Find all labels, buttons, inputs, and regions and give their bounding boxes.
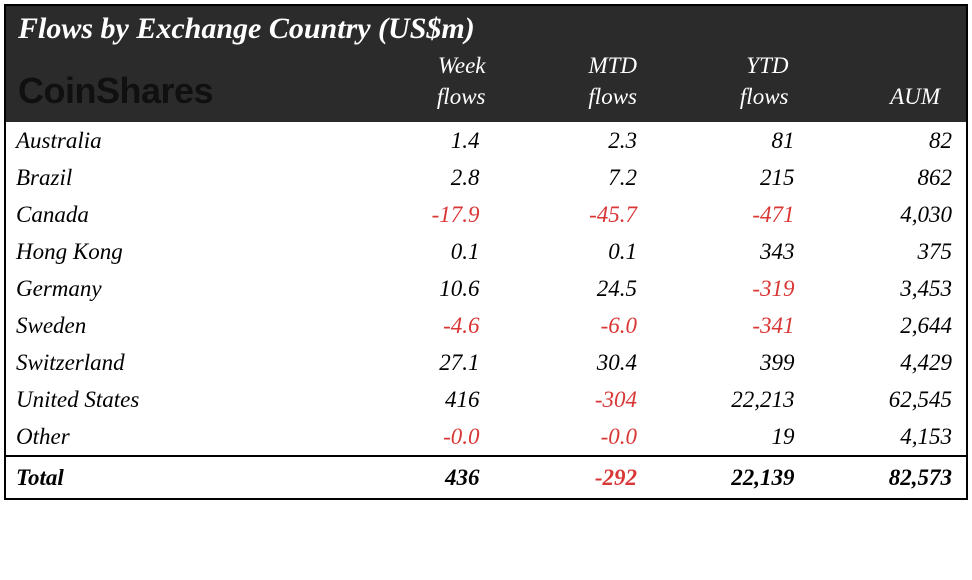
row-label: Switzerland <box>6 351 336 374</box>
table-header: Flows by Exchange Country (US$m) CoinSha… <box>6 6 966 122</box>
cell: -0.0 <box>494 425 652 448</box>
table-row: Switzerland27.130.43994,429 <box>6 344 966 381</box>
cell: 2.8 <box>336 166 494 189</box>
cell: 10.6 <box>336 277 494 300</box>
col-head-aum: AUM <box>803 50 955 112</box>
table-row: Germany10.624.5-3193,453 <box>6 270 966 307</box>
cell: 1.4 <box>336 129 494 152</box>
cell: 2,644 <box>809 314 967 337</box>
column-headers: Week flows MTD flows YTD flows AUM <box>348 50 954 112</box>
cell: -304 <box>494 388 652 411</box>
cell: 27.1 <box>336 351 494 374</box>
cell: 82,573 <box>809 466 967 489</box>
table-row: Australia1.42.38182 <box>6 122 966 159</box>
cell: 0.1 <box>336 240 494 263</box>
cell: -17.9 <box>336 203 494 226</box>
row-label: Sweden <box>6 314 336 337</box>
cell: -471 <box>651 203 809 226</box>
col-head-line1: MTD <box>588 53 637 78</box>
row-label: Germany <box>6 277 336 300</box>
table-row: Canada-17.9-45.7-4714,030 <box>6 196 966 233</box>
cell: 375 <box>809 240 967 263</box>
cell: 81 <box>651 129 809 152</box>
col-head-line1: YTD <box>746 53 788 78</box>
cell: 862 <box>809 166 967 189</box>
cell: 4,153 <box>809 425 967 448</box>
table-title: Flows by Exchange Country (US$m) <box>18 12 954 46</box>
cell: 343 <box>651 240 809 263</box>
table-row: Sweden-4.6-6.0-3412,644 <box>6 307 966 344</box>
header-row: CoinShares Week flows MTD flows YTD flow… <box>18 50 954 112</box>
row-label: Total <box>6 466 336 489</box>
row-label: Hong Kong <box>6 240 336 263</box>
cell: 19 <box>651 425 809 448</box>
cell: -292 <box>494 466 652 489</box>
cell: -6.0 <box>494 314 652 337</box>
cell: 436 <box>336 466 494 489</box>
row-label: Australia <box>6 129 336 152</box>
cell: 215 <box>651 166 809 189</box>
cell: 24.5 <box>494 277 652 300</box>
col-head-mtd: MTD flows <box>500 50 652 112</box>
col-head-week: Week flows <box>348 50 500 112</box>
row-label: Canada <box>6 203 336 226</box>
cell: 22,213 <box>651 388 809 411</box>
col-head-ytd: YTD flows <box>651 50 803 112</box>
cell: 30.4 <box>494 351 652 374</box>
cell: 0.1 <box>494 240 652 263</box>
cell: 399 <box>651 351 809 374</box>
col-head-line1: Week <box>438 53 486 78</box>
cell: 4,030 <box>809 203 967 226</box>
col-head-line2: flows <box>437 84 486 109</box>
cell: -45.7 <box>494 203 652 226</box>
table-row: Brazil2.87.2215862 <box>6 159 966 196</box>
cell: 22,139 <box>651 466 809 489</box>
total-row: Total436-29222,13982,573 <box>6 455 966 498</box>
table-body: Australia1.42.38182Brazil2.87.2215862Can… <box>6 122 966 498</box>
cell: -319 <box>651 277 809 300</box>
col-head-line2: AUM <box>890 84 940 109</box>
cell: 82 <box>809 129 967 152</box>
table-row: Other-0.0-0.0194,153 <box>6 418 966 455</box>
cell: 416 <box>336 388 494 411</box>
row-label: Brazil <box>6 166 336 189</box>
cell: 3,453 <box>809 277 967 300</box>
cell: 62,545 <box>809 388 967 411</box>
cell: 2.3 <box>494 129 652 152</box>
row-label: United States <box>6 388 336 411</box>
table-row: Hong Kong0.10.1343375 <box>6 233 966 270</box>
flows-table: Flows by Exchange Country (US$m) CoinSha… <box>4 4 968 500</box>
col-head-line2: flows <box>588 84 637 109</box>
col-head-line2: flows <box>740 84 789 109</box>
row-label: Other <box>6 425 336 448</box>
table-row: United States416-30422,21362,545 <box>6 381 966 418</box>
cell: 7.2 <box>494 166 652 189</box>
cell: -341 <box>651 314 809 337</box>
cell: -0.0 <box>336 425 494 448</box>
brand-logo: CoinShares <box>18 62 348 112</box>
cell: -4.6 <box>336 314 494 337</box>
cell: 4,429 <box>809 351 967 374</box>
